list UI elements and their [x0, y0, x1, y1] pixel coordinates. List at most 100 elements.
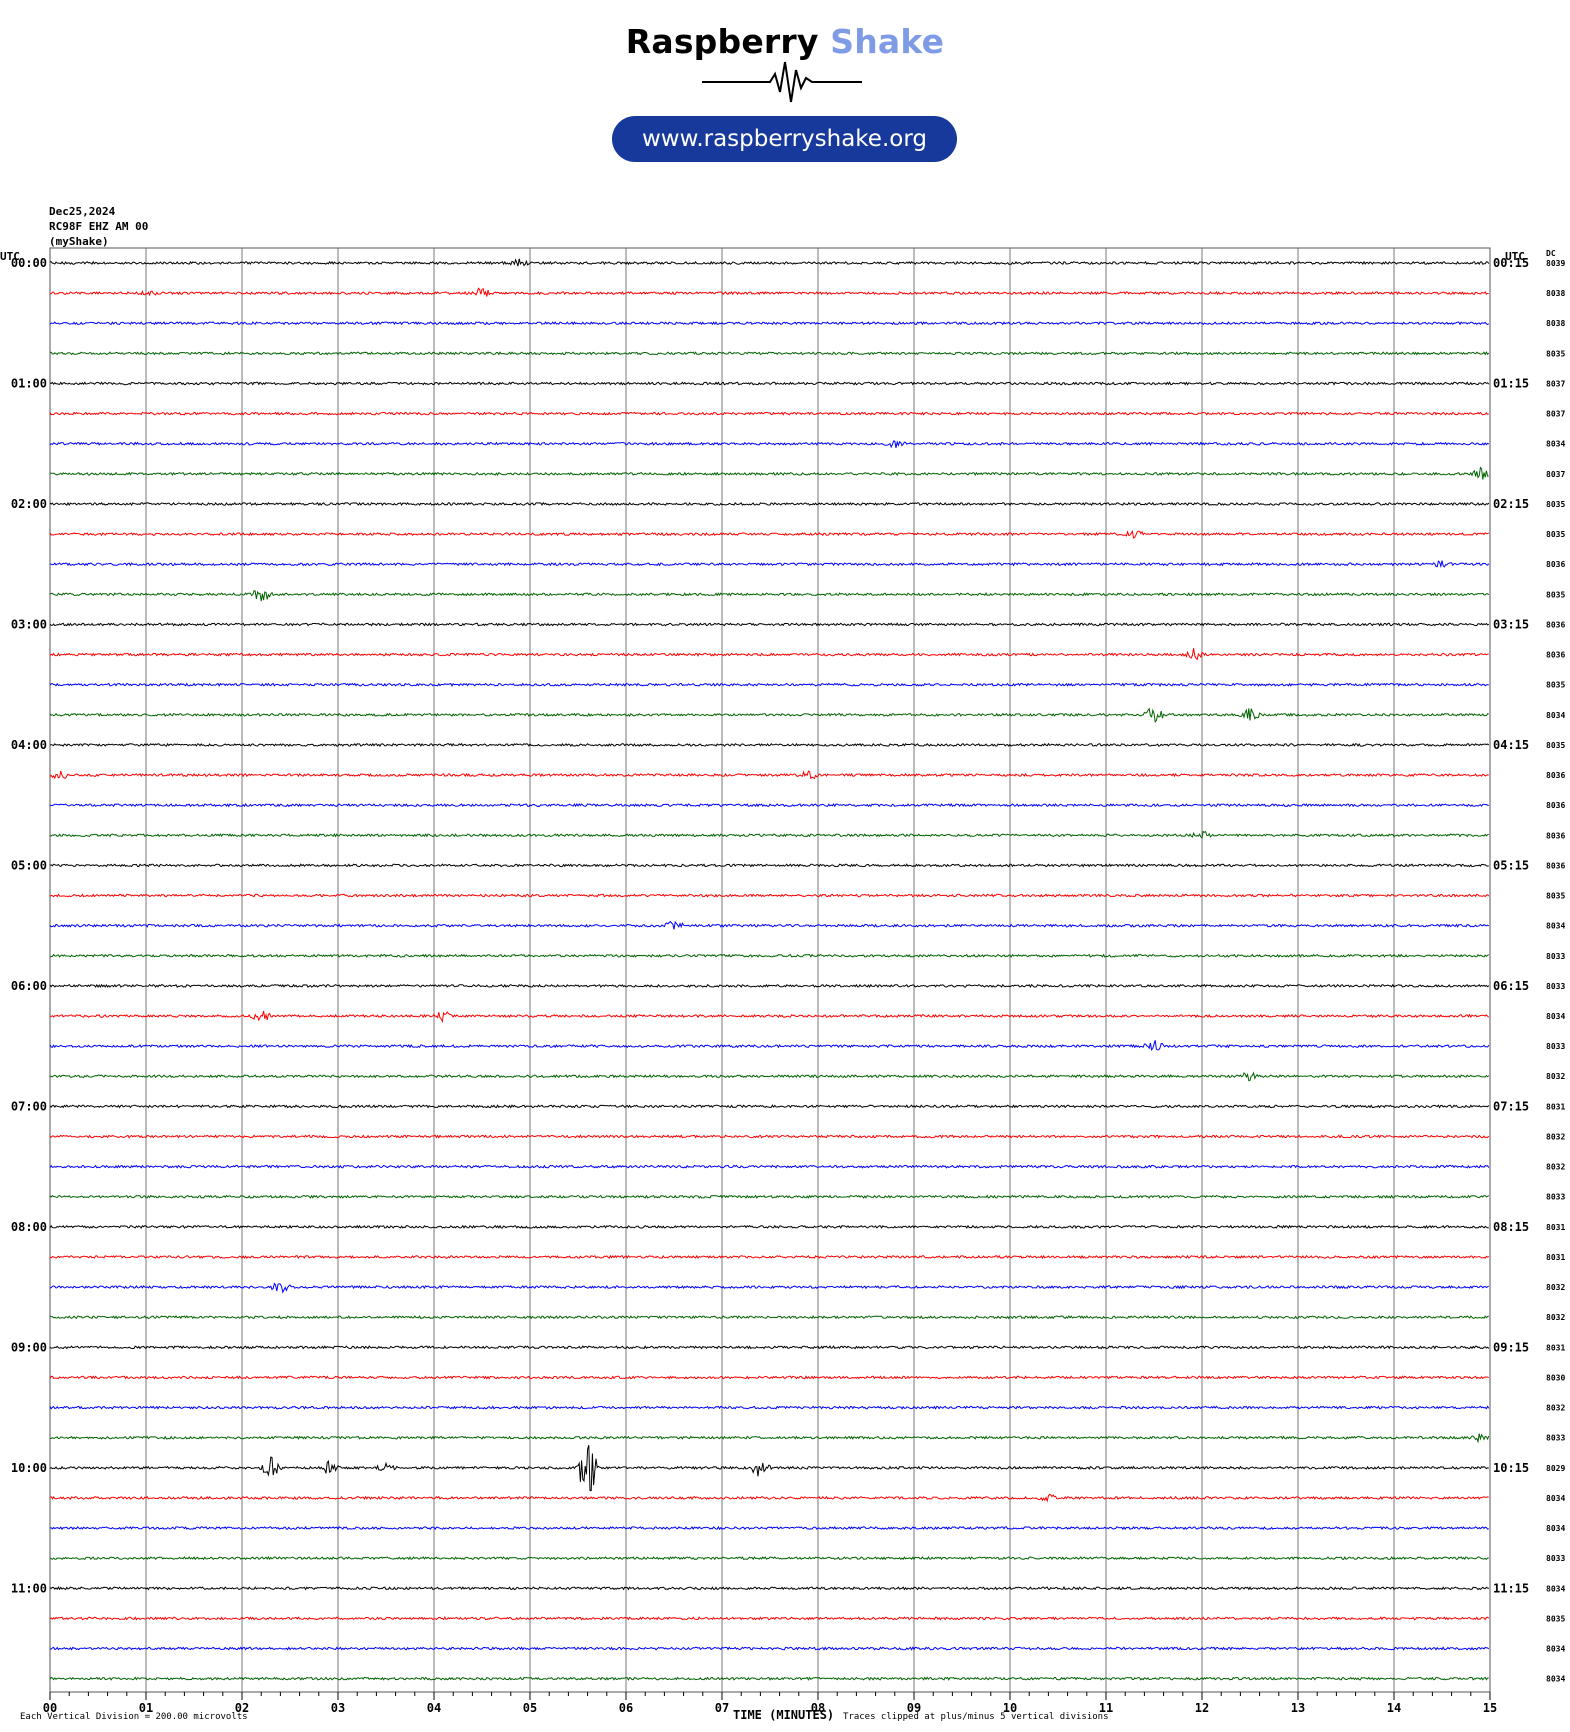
- dc-value-label: 8035: [1546, 681, 1565, 690]
- dc-value-label: 8036: [1546, 771, 1565, 780]
- dc-value-label: 8031: [1546, 1102, 1565, 1111]
- seismic-trace: [49, 1134, 1490, 1139]
- dc-value-label: 8032: [1546, 1404, 1565, 1413]
- hour-label-left: 05:00: [11, 858, 47, 872]
- dc-value-label: 8033: [1546, 952, 1565, 961]
- seismic-trace: [49, 1345, 1490, 1350]
- seismic-trace: [49, 529, 1490, 539]
- dc-value-label: 8031: [1546, 1343, 1565, 1352]
- dc-value-label: 8036: [1546, 801, 1565, 810]
- hour-label-left: 07:00: [11, 1099, 47, 1113]
- x-tick-label: 15: [1483, 1701, 1497, 1715]
- seismic-trace: [49, 1616, 1490, 1621]
- dc-value-label: 8032: [1546, 1283, 1565, 1292]
- seismic-trace: [49, 893, 1490, 898]
- seismic-trace: [49, 590, 1490, 602]
- dc-value-label: 8033: [1546, 1042, 1565, 1051]
- seismic-trace: [49, 1254, 1490, 1260]
- seismic-trace: [49, 1194, 1490, 1199]
- x-tick-label: 12: [1195, 1701, 1209, 1715]
- seismic-trace: [49, 1315, 1489, 1320]
- hour-label-left: 00:00: [11, 256, 47, 270]
- x-tick-label: 07: [715, 1701, 729, 1715]
- seismic-trace: [49, 381, 1490, 386]
- seismic-trace: [49, 920, 1490, 930]
- dc-label: DC: [1546, 249, 1556, 258]
- dc-value-label: 8034: [1546, 711, 1565, 720]
- hour-label-right: 09:15: [1493, 1340, 1529, 1354]
- seismic-trace: [49, 287, 1489, 297]
- x-tick-label: 14: [1387, 1701, 1401, 1715]
- seismic-trace: [49, 1010, 1490, 1023]
- seismic-trace: [49, 466, 1489, 480]
- dc-value-label: 8039: [1546, 259, 1565, 268]
- clip-note: Traces clipped at plus/minus 5 vertical …: [843, 1712, 1109, 1722]
- hour-label-right: 04:15: [1493, 738, 1529, 752]
- seismic-trace: [49, 411, 1489, 416]
- seismic-trace: [49, 863, 1489, 868]
- dc-value-label: 8037: [1546, 379, 1565, 388]
- seismic-trace: [49, 1445, 1489, 1492]
- dc-value-label: 8033: [1546, 982, 1565, 991]
- hour-label-right: 01:15: [1493, 376, 1529, 390]
- dc-value-label: 8035: [1546, 500, 1565, 509]
- seismic-trace: [49, 1676, 1489, 1681]
- hour-label-left: 04:00: [11, 738, 47, 752]
- hour-label-right: 05:15: [1493, 858, 1529, 872]
- hour-label-right: 03:15: [1493, 617, 1529, 631]
- hour-label-right: 11:15: [1493, 1581, 1529, 1595]
- hour-label-right: 00:15: [1493, 256, 1529, 270]
- hour-label-left: 01:00: [11, 376, 47, 390]
- seismic-trace: [49, 648, 1489, 661]
- seismic-trace: [49, 1164, 1490, 1169]
- seismic-trace: [49, 830, 1489, 840]
- seismic-trace: [49, 983, 1490, 989]
- dc-value-label: 8034: [1546, 1012, 1565, 1021]
- hour-label-right: 10:15: [1493, 1461, 1529, 1475]
- dc-value-label: 8032: [1546, 1072, 1565, 1081]
- dc-value-label: 8033: [1546, 1193, 1565, 1202]
- dc-value-label: 8035: [1546, 1614, 1565, 1623]
- dc-value-label: 8035: [1546, 349, 1565, 358]
- dc-value-label: 8034: [1546, 1524, 1565, 1533]
- dc-value-label: 8031: [1546, 1253, 1565, 1262]
- seismic-trace: [49, 1646, 1490, 1651]
- seismic-trace: [49, 742, 1490, 747]
- x-tick-label: 11: [1099, 1701, 1113, 1715]
- dc-value-label: 8029: [1546, 1464, 1565, 1473]
- x-tick-label: 04: [427, 1701, 441, 1715]
- left-axis-label: UTC: [0, 250, 20, 263]
- helicorder-plot: 00 01 02 03 04 05 06 07 08 09 10 11 12 13 14 15 UTC UTC DC…: [0, 247, 1565, 1715]
- record-date: Dec25,2024: [49, 205, 116, 218]
- x-tick-label: 02: [235, 1701, 249, 1715]
- seismic-trace: [49, 1224, 1489, 1230]
- dc-value-label: 8035: [1546, 530, 1565, 539]
- dc-value-label: 8035: [1546, 892, 1565, 901]
- dc-value-label: 8038: [1546, 319, 1565, 328]
- dc-value-label: 8036: [1546, 560, 1565, 569]
- dc-value-label: 8037: [1546, 470, 1565, 479]
- hour-label-left: 08:00: [11, 1220, 47, 1234]
- hour-label-left: 03:00: [11, 617, 47, 631]
- brand-word-raspberry: Raspberry: [625, 22, 819, 61]
- hour-label-left: 02:00: [11, 497, 47, 511]
- right-axis-label: UTC: [1505, 250, 1525, 263]
- dc-value-label: 8034: [1546, 922, 1565, 931]
- plot-frame: [49, 247, 1491, 1693]
- x-tick-label: 10: [1003, 1701, 1017, 1715]
- hour-label-left: 10:00: [11, 1461, 47, 1475]
- seismic-trace: [49, 1071, 1490, 1082]
- x-tick-label: 08: [811, 1701, 825, 1715]
- x-tick-label: 06: [619, 1701, 633, 1715]
- x-tick-label: 05: [523, 1701, 537, 1715]
- seismic-trace: [49, 1586, 1489, 1591]
- seismic-trace: [49, 1104, 1490, 1109]
- hour-label-right: 07:15: [1493, 1099, 1529, 1113]
- x-tick-label: 13: [1291, 1701, 1305, 1715]
- dc-value-label: 8032: [1546, 1132, 1565, 1141]
- seismic-trace: [49, 501, 1490, 507]
- dc-value-label: 8035: [1546, 741, 1565, 750]
- dc-value-label: 8034: [1546, 1494, 1565, 1503]
- dc-value-label: 8032: [1546, 1163, 1565, 1172]
- website-url-badge[interactable]: www.raspberryshake.org: [612, 116, 957, 162]
